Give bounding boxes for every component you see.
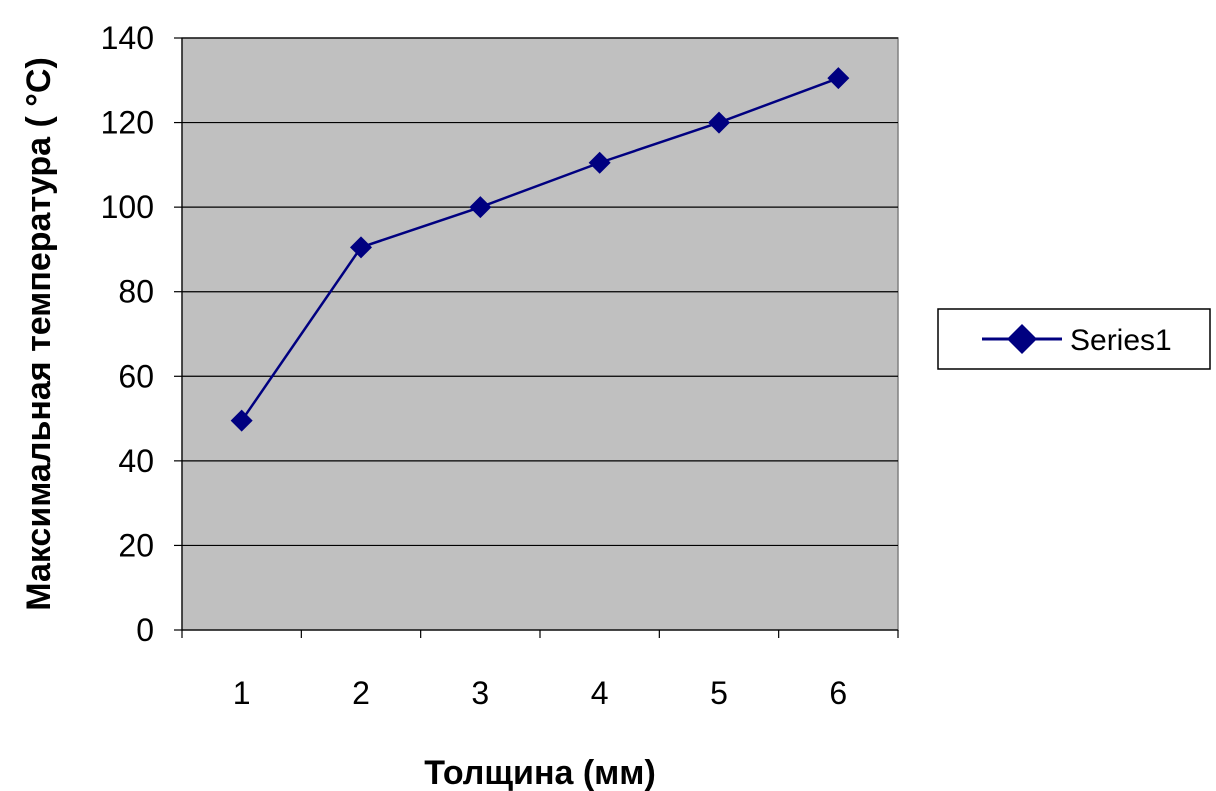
plot-area	[181, 37, 899, 631]
x-tick-label: 3	[471, 675, 489, 711]
data-point-marker	[827, 67, 850, 90]
legend-series-label: Series1	[1070, 324, 1172, 357]
y-axis-title: Максимальная температура ( °C)	[20, 57, 58, 611]
legend-series-marker	[1007, 324, 1037, 354]
x-tick-label: 5	[710, 675, 728, 711]
y-tick-label: 40	[118, 443, 154, 479]
y-tick-label: 60	[118, 358, 154, 394]
legend: Series1	[937, 308, 1211, 370]
x-tick-label: 1	[233, 675, 251, 711]
y-tick-labels: 0 20 40 60 80 100 120 140	[101, 20, 154, 648]
data-point-marker	[708, 111, 730, 134]
axes	[174, 37, 899, 638]
data-point-marker	[230, 409, 253, 432]
y-tick-label: 100	[101, 189, 154, 225]
x-tick-labels: 1 2 3 4 5 6	[233, 675, 847, 711]
y-tick-label: 80	[118, 274, 154, 310]
data-point-marker	[588, 151, 611, 174]
data-point-marker	[350, 236, 372, 259]
y-tick-label: 0	[136, 612, 154, 648]
x-axis-title: Толщина (мм)	[424, 754, 656, 791]
x-tick-label: 4	[591, 675, 609, 711]
series-line	[240, 76, 839, 422]
y-tick-label: 20	[118, 527, 154, 563]
y-tick-label: 120	[101, 105, 154, 141]
y-tick-label: 140	[101, 20, 154, 56]
x-tick-label: 2	[352, 675, 370, 711]
gridlines	[182, 37, 898, 547]
x-tick-label: 6	[829, 675, 847, 711]
series-layer	[230, 67, 850, 432]
data-point-marker	[469, 196, 492, 219]
